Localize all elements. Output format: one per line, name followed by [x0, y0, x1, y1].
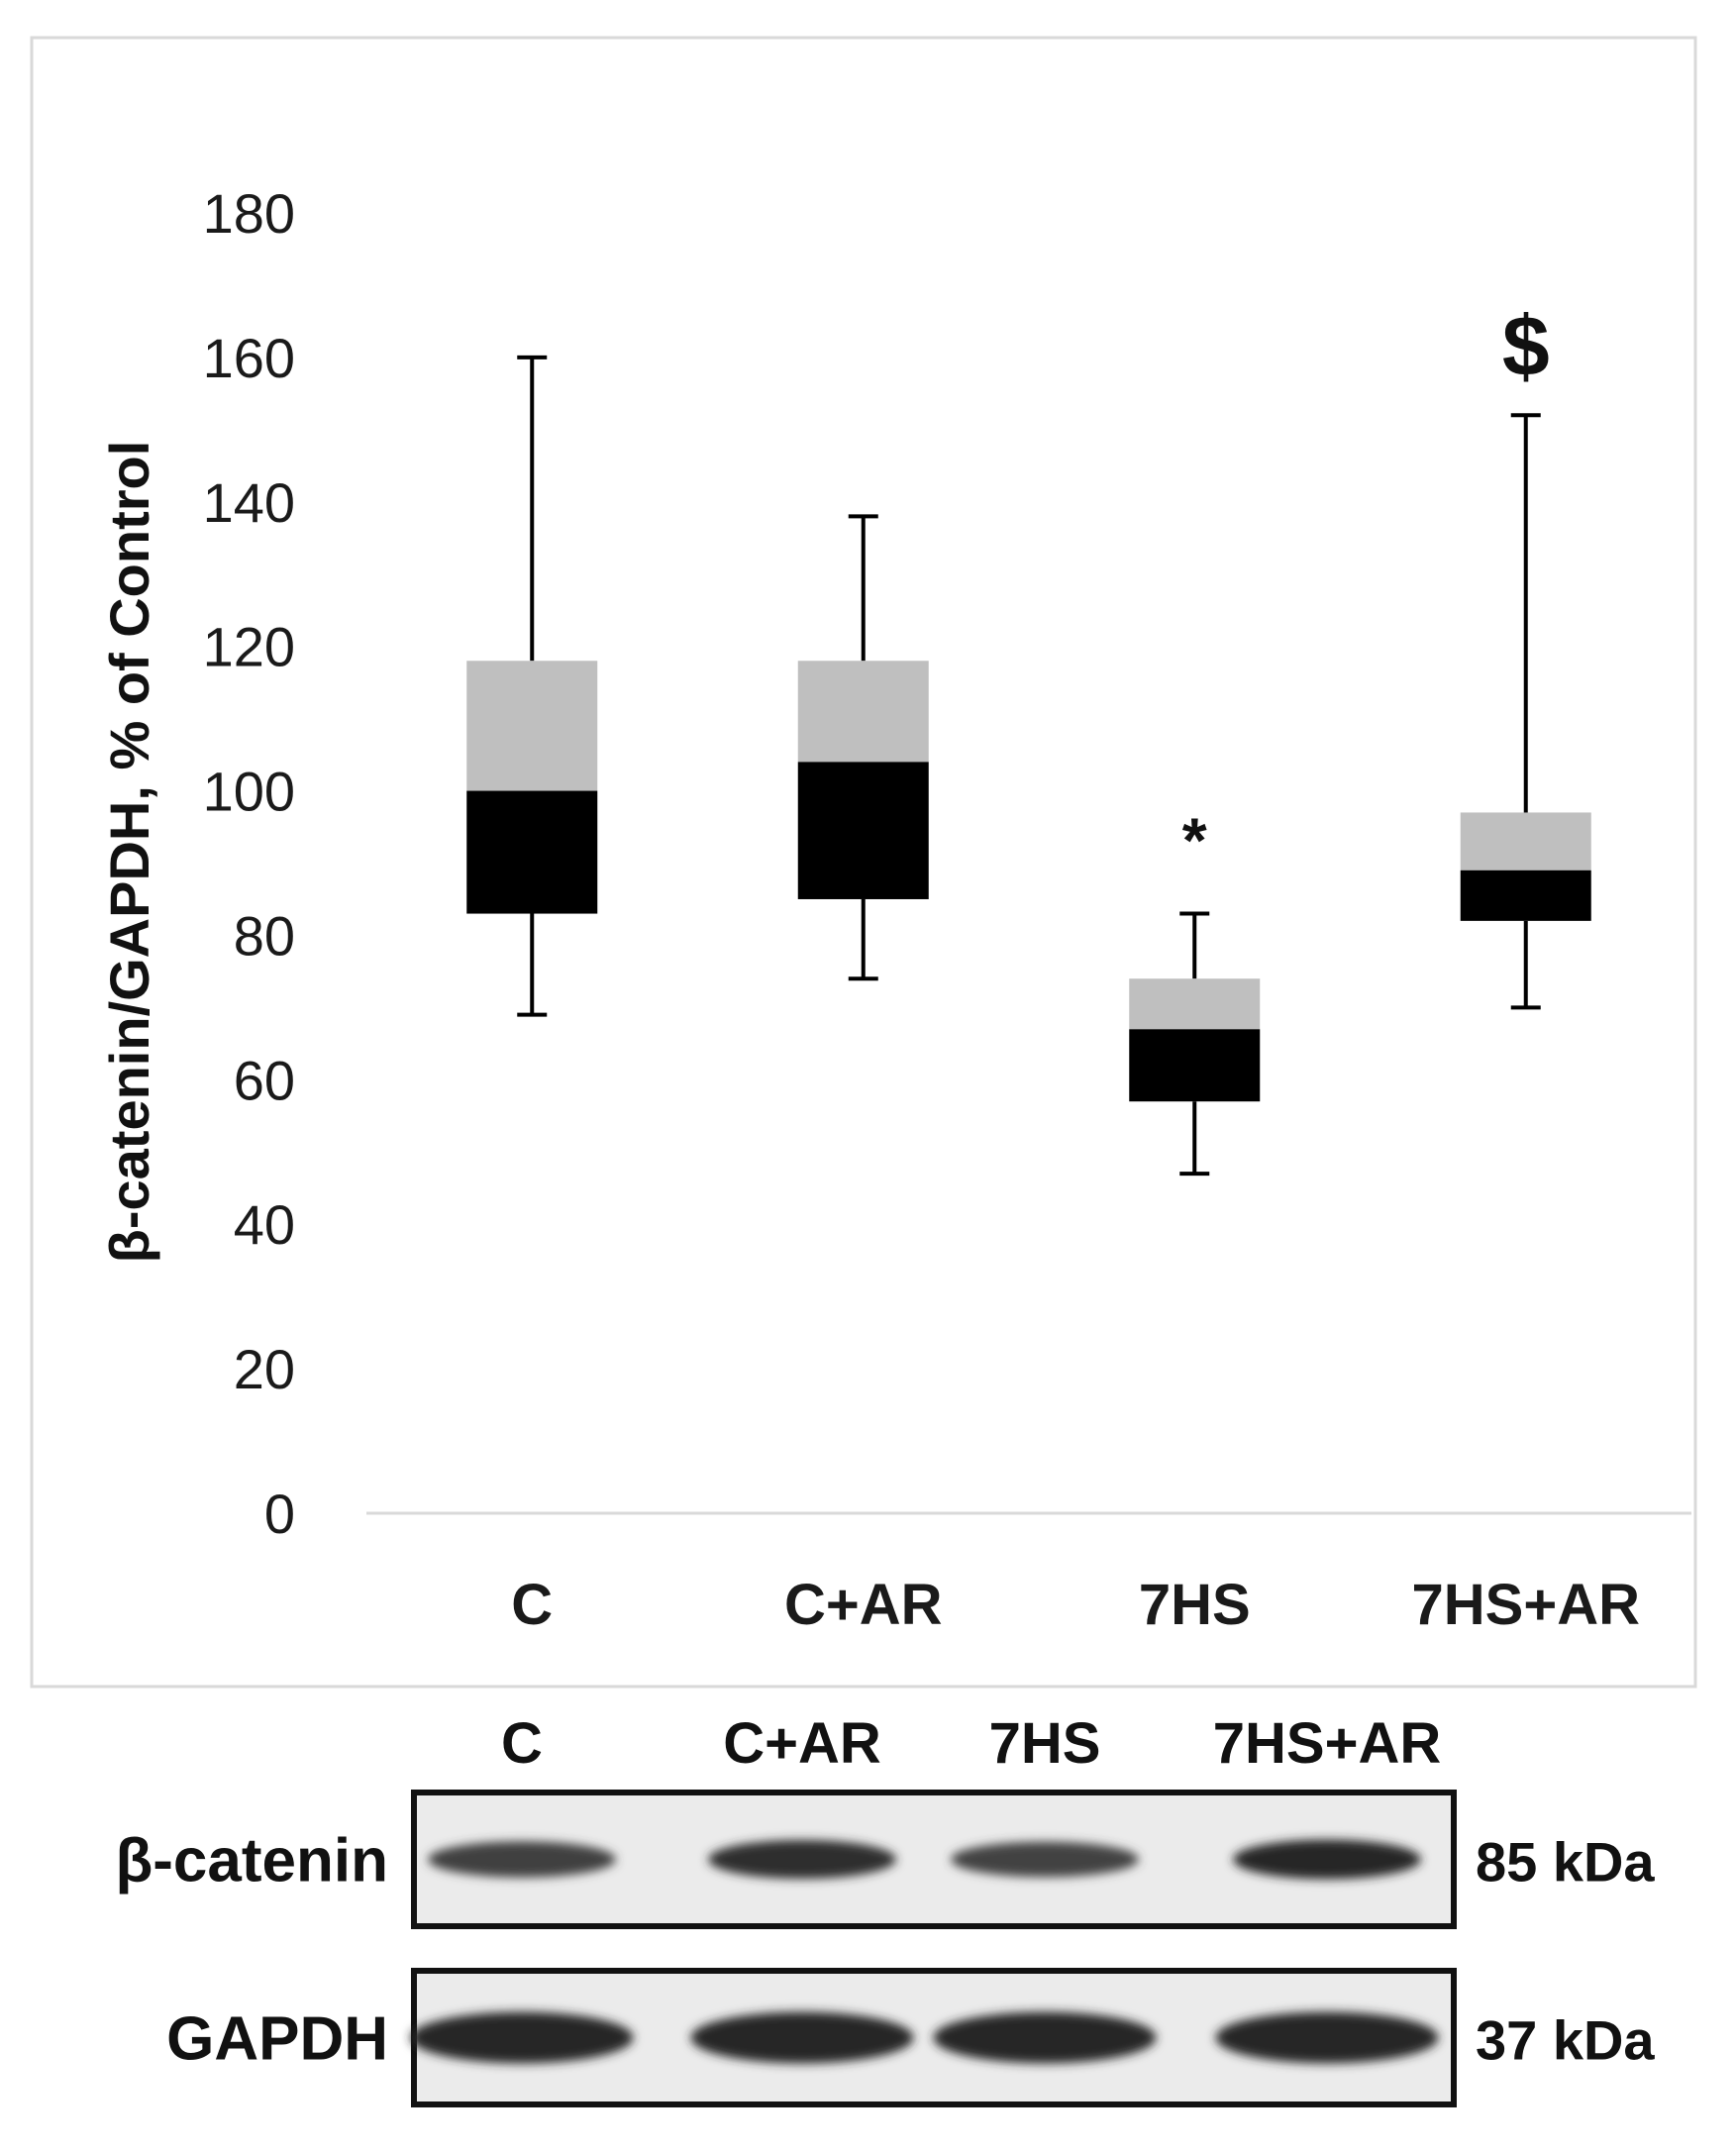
blot-band [410, 2011, 634, 2064]
x-category-label: C [511, 1573, 553, 1637]
lower-box [1129, 1029, 1261, 1102]
y-tick-label: 0 [264, 1483, 295, 1545]
blot-lane-label: 7HS+AR [1213, 1711, 1441, 1776]
y-tick-label: 20 [234, 1338, 295, 1400]
blot-row-2: GAPDH 37 kDa [166, 1968, 1655, 2107]
blot-band [708, 1839, 896, 1880]
blot-row-label: GAPDH [166, 2005, 388, 2074]
box-plot-series: *$ [466, 299, 1591, 1177]
blot-band [1233, 1839, 1421, 1880]
blot-row-size: 37 kDa [1476, 2009, 1655, 2072]
lower-box [1460, 870, 1591, 921]
y-tick-label: 80 [234, 904, 295, 967]
blot-lane-label: C+AR [723, 1711, 881, 1776]
blot-band [1215, 2011, 1439, 2064]
y-tick-label: 140 [203, 471, 295, 534]
blot-lane-labels: C C+AR 7HS 7HS+AR [501, 1711, 1441, 1776]
y-tick-label: 160 [203, 327, 295, 389]
lower-box [797, 762, 929, 899]
x-category-label: 7HS+AR [1412, 1573, 1640, 1637]
x-category-label: C+AR [784, 1573, 943, 1637]
box-2 [797, 514, 929, 981]
blot-row-1: β-catenin 85 kDa [115, 1790, 1655, 1929]
y-tick-label: 60 [234, 1049, 295, 1111]
upper-box [466, 661, 598, 791]
upper-box [1460, 812, 1591, 871]
blot-band [690, 2011, 914, 2064]
y-tick-label: 40 [234, 1193, 295, 1256]
blot-rows: β-catenin 85 kDa GAPDH 37 kDa [115, 1790, 1655, 2107]
western-blot: C C+AR 7HS 7HS+AR β-catenin 85 kDa GAPDH 37 kD… [115, 1711, 1655, 2107]
blot-lane-label: 7HS [989, 1711, 1101, 1776]
y-tick-label: 180 [203, 182, 295, 245]
upper-box [797, 661, 929, 763]
box-3: * [1129, 805, 1261, 1177]
box-1 [466, 355, 598, 1017]
blot-band [428, 1841, 616, 1878]
blot-band [951, 1841, 1139, 1878]
y-axis-ticks: 0 20 40 60 80 100 120 140 160 180 [203, 182, 295, 1545]
y-tick-label: 120 [203, 616, 295, 678]
blot-lane-label: C [501, 1711, 543, 1776]
blot-row-size: 85 kDa [1476, 1831, 1655, 1894]
x-category-label: 7HS [1139, 1573, 1251, 1637]
y-tick-label: 100 [203, 761, 295, 823]
chart-frame [30, 36, 1697, 1689]
blot-row-label: β-catenin [115, 1827, 388, 1896]
lower-box [466, 790, 598, 914]
x-axis-categories: C C+AR 7HS 7HS+AR [511, 1573, 1640, 1637]
upper-box [1129, 978, 1261, 1030]
blot-band [933, 2011, 1157, 2064]
significance-marker: * [1182, 805, 1207, 876]
box-4: $ [1460, 299, 1591, 1010]
significance-marker: $ [1502, 299, 1550, 394]
y-axis-label: β-catenin/GAPDH, % of Control [98, 441, 160, 1264]
